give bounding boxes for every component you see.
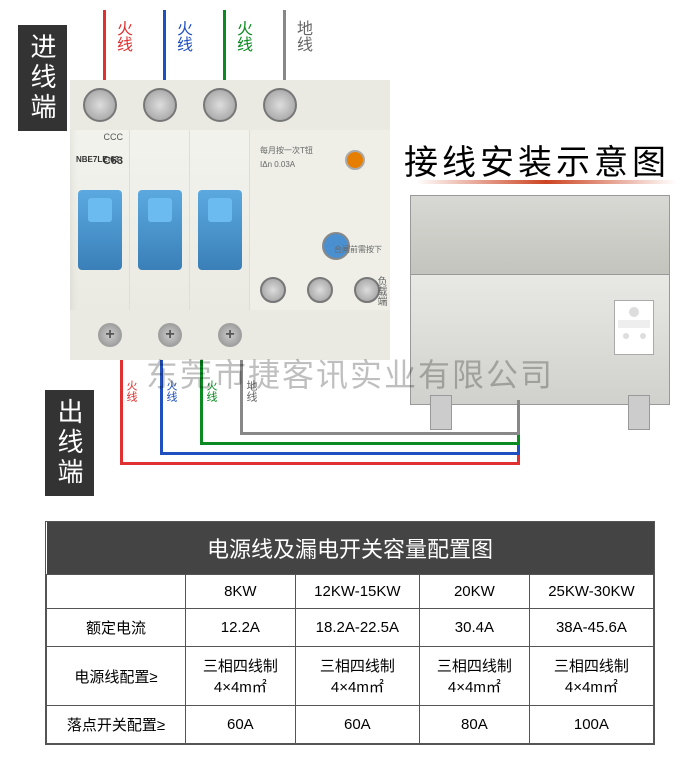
table-cell: 三相四线制4×4m㎡: [185, 647, 295, 706]
pole-2: [130, 130, 190, 310]
out-label-4: 地线: [245, 380, 256, 402]
breaker-bottom-terminals: [70, 310, 390, 360]
table-cell: 18.2A-22.5A: [295, 609, 419, 647]
out-wire-1v: [120, 360, 123, 465]
terminal-top-1: [70, 80, 130, 130]
table-caption: 电源线及漏电开关容量配置图: [47, 522, 654, 575]
switch-3: [198, 190, 242, 270]
test-button: [345, 150, 365, 170]
breaker-top-terminals: [70, 80, 390, 130]
table-cell: 38A-45.6A: [529, 609, 653, 647]
out-wire-3h: [200, 442, 520, 445]
input-end-label: 进线端: [18, 25, 67, 131]
table-header-cell: 8KW: [185, 575, 295, 609]
out-wire-1h: [120, 462, 520, 465]
diagram-title: 接线安装示意图: [404, 135, 670, 184]
pole-1: CCC NBE7LE-63 C63: [70, 130, 130, 310]
eq-wire-4: [517, 400, 520, 435]
input-wire-1: [103, 10, 106, 80]
input-wire-3-label: 火线: [230, 20, 254, 52]
input-wire-4-label: 地线: [290, 20, 314, 52]
wiring-diagram: 进线端 火线 火线 火线 地线 CCC NBE7LE-63 C63: [0, 0, 700, 765]
table-cell: 12.2A: [185, 609, 295, 647]
switch-1: [78, 190, 122, 270]
table-cell: 三相四线制4×4m㎡: [419, 647, 529, 706]
out-label-1: 火线: [125, 380, 136, 402]
breaker-body: CCC NBE7LE-63 C63 每月按一次T钮 IΔn 0.03A 合闸前需…: [70, 130, 390, 310]
input-wire-3: [223, 10, 226, 80]
table-cell: 三相四线制4×4m㎡: [295, 647, 419, 706]
table-cell: 60A: [295, 706, 419, 744]
out-wire-2h: [160, 452, 520, 455]
out-wire-3v: [200, 360, 203, 445]
table-cell: 三相四线制4×4m㎡: [529, 647, 653, 706]
table-cell: 30.4A: [419, 609, 529, 647]
table-row-header: 额定电流: [47, 609, 186, 647]
pole-3: [190, 130, 250, 310]
terminal-top-4: [250, 80, 310, 130]
rating-text: C63: [103, 155, 123, 167]
table-row-header: 电源线配置≥: [47, 647, 186, 706]
leakage-module: 每月按一次T钮 IΔn 0.03A 合闸前需按下 负载端: [250, 130, 390, 310]
circuit-breaker: CCC NBE7LE-63 C63 每月按一次T钮 IΔn 0.03A 合闸前需…: [70, 80, 390, 360]
input-wire-4: [283, 10, 286, 80]
output-end-label: 出线端: [45, 390, 94, 496]
input-wire-2-label: 火线: [170, 20, 194, 52]
equipment: [410, 195, 670, 395]
input-wire-1-label: 火线: [110, 20, 134, 52]
equipment-lid: [410, 195, 670, 275]
terminal-top-3: [190, 80, 250, 130]
out-label-3: 火线: [205, 380, 216, 402]
config-table: 电源线及漏电开关容量配置图 8KW12KW-15KW20KW25KW-30KW 额…: [45, 521, 655, 745]
out-wire-2v: [160, 360, 163, 455]
out-wire-4h: [240, 432, 520, 435]
table-row-header: 落点开关配置≥: [47, 706, 186, 744]
out-wire-4v: [240, 360, 243, 435]
table-cell: 100A: [529, 706, 653, 744]
table-header-cell: 25KW-30KW: [529, 575, 653, 609]
title-underline: [416, 180, 676, 184]
ccc-mark: CCC: [104, 132, 124, 142]
table-header-cell: [47, 575, 186, 609]
table-header-cell: 12KW-15KW: [295, 575, 419, 609]
out-label-2: 火线: [165, 380, 176, 402]
equipment-body: [410, 275, 670, 405]
input-wire-2: [163, 10, 166, 80]
control-panel: [614, 300, 654, 355]
table-header-cell: 20KW: [419, 575, 529, 609]
table-cell: 60A: [185, 706, 295, 744]
switch-2: [138, 190, 182, 270]
load-label: 负载端: [373, 276, 388, 306]
table-cell: 80A: [419, 706, 529, 744]
terminal-top-2: [130, 80, 190, 130]
